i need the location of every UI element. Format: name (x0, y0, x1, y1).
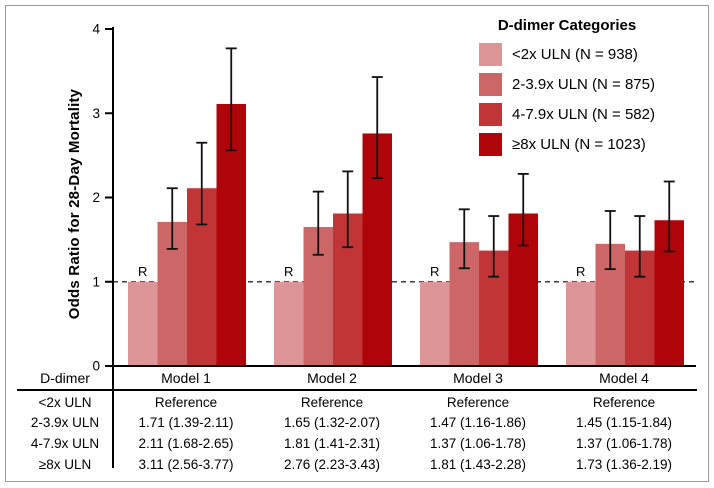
figure-border (5, 5, 709, 482)
reference-marker: R (576, 264, 585, 279)
legend-item: 2-3.9x ULN (N = 875) (479, 73, 655, 96)
legend-swatch-4-7-9x (479, 103, 502, 126)
bar-model-3-cat0 (420, 281, 450, 366)
table-cell: 1.81 (1.43-2.28) (429, 457, 527, 472)
table-cell: 1.73 (1.36-2.19) (575, 457, 673, 472)
table-cell: 1.37 (1.06-1.78) (575, 436, 673, 451)
legend-label: 4-7.9x ULN (N = 582) (512, 106, 655, 123)
legend-label: <2x ULN (N = 938) (512, 46, 638, 63)
legend-item: <2x ULN (N = 938) (479, 43, 654, 66)
y-tick-label: 3 (92, 106, 100, 121)
bar-model-2-cat0 (274, 281, 304, 366)
table-cell: Reference (592, 395, 656, 410)
table-cell: 1.65 (1.32-2.07) (283, 415, 381, 430)
y-tick-label: 0 (92, 359, 100, 374)
y-axis-title: Odds Ratio for 28-Day Mortality (66, 88, 83, 320)
table-header-model-4: Model 4 (551, 366, 697, 391)
table-row-label: 4-7.9x ULN (30, 436, 100, 451)
table-row-label: <2x ULN (38, 395, 92, 410)
legend-swatch-lt2x (479, 43, 502, 66)
table-row-label: 2-3.9x ULN (30, 415, 100, 430)
legend-title: D-dimer Categories (497, 17, 637, 34)
table-cell: Reference (300, 395, 364, 410)
table-cell: Reference (446, 395, 510, 410)
legend-item: ≥8x ULN (N = 1023) (479, 133, 654, 156)
table-header-model-2: Model 2 (259, 366, 405, 391)
table-cell: 3.11 (2.56-3.77) (138, 457, 234, 472)
table-cell: 2.76 (2.23-3.43) (283, 457, 381, 472)
legend-swatch-ge8x (479, 133, 502, 156)
y-tick-label: 4 (92, 22, 100, 37)
table-cell: 2.11 (1.68-2.65) (138, 436, 234, 451)
reference-marker: R (284, 264, 293, 279)
legend-label: 2-3.9x ULN (N = 875) (512, 76, 655, 93)
results-table: D-dimer Model 1 Model 2 Model 3 Model 4 … (17, 366, 697, 475)
y-tick-label: 1 (92, 274, 100, 289)
table-header-model-3: Model 3 (405, 366, 551, 391)
table-cell: 1.47 (1.16-1.86) (429, 415, 527, 430)
table-header-model-1: Model 1 (113, 366, 259, 391)
table-cell: 1.37 (1.06-1.78) (429, 436, 527, 451)
reference-marker: R (138, 264, 147, 279)
legend-item: 4-7.9x ULN (N = 582) (479, 103, 655, 126)
y-tick-label: 2 (92, 190, 100, 205)
table-header-d-dimer: D-dimer (17, 366, 113, 391)
table-row-label: ≥8x ULN (38, 457, 92, 472)
table-cell: 1.45 (1.15-1.84) (575, 415, 673, 430)
reference-marker: R (430, 264, 439, 279)
table-cell: Reference (154, 395, 218, 410)
bar-model-4-cat0 (566, 281, 596, 366)
legend-label: ≥8x ULN (N = 1023) (512, 136, 646, 153)
legend-swatch-2-3-9x (479, 73, 502, 96)
table-cell: 1.71 (1.39-2.11) (138, 415, 234, 430)
legend: D-dimer Categories <2x ULN (N = 938) 2-3… (479, 17, 655, 163)
table-cell: 1.81 (1.41-2.31) (283, 436, 381, 451)
bar-model-1-cat0 (128, 281, 158, 366)
